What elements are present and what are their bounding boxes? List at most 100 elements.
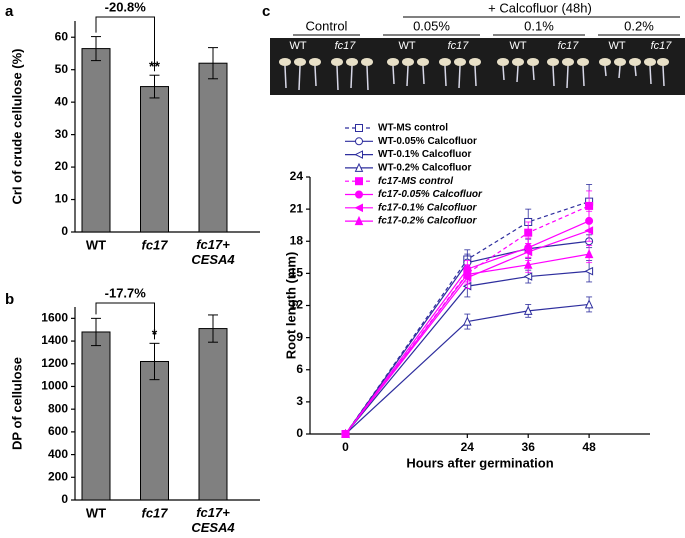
bar (81, 331, 111, 501)
y-tick-label: 18 (290, 233, 304, 247)
legend-label: WT-0.2% Calcofluor (378, 163, 471, 174)
y-tick-label: 0 (61, 224, 68, 238)
y-tick-label: 20 (55, 159, 69, 173)
marker (584, 266, 594, 276)
y-tick-label: 21 (290, 201, 304, 215)
y-tick-label: 0 (296, 426, 303, 440)
y-tick-label: 200 (48, 469, 68, 483)
panel-label: a (5, 3, 14, 20)
y-tick-label: 60 (55, 29, 69, 43)
x-tick-label: WT (86, 505, 106, 520)
y-tick-label: 1400 (41, 333, 68, 347)
bar (81, 48, 111, 233)
y-tick-label: 400 (48, 447, 68, 461)
group-label: 0.2% (624, 18, 654, 33)
genotype-label: WT (289, 40, 306, 52)
y-tick-label: 30 (55, 127, 69, 141)
genotype-label: fc17 (448, 40, 470, 52)
bar (140, 360, 169, 501)
group-label: 0.05% (413, 18, 450, 33)
bracket (95, 16, 155, 72)
panel-label: c (262, 3, 270, 20)
series-line (345, 253, 590, 435)
seedling-photo (270, 38, 685, 95)
legend-marker (355, 190, 363, 199)
y-tick-label: 3 (296, 394, 303, 408)
marker (523, 272, 533, 281)
panel-label: b (5, 291, 14, 308)
marker (584, 299, 594, 309)
marker (341, 428, 350, 438)
y-tick-label: 6 (296, 362, 303, 376)
seedlings (279, 58, 669, 66)
marker (584, 226, 594, 235)
bracket-label: -20.8% (105, 0, 147, 14)
x-tick-label: fc17+ CESA4 (191, 237, 235, 267)
y-tick-label: 1600 (41, 311, 68, 325)
y-tick-label: 40 (55, 94, 69, 108)
y-axis-label: Root length (mm) (283, 252, 298, 360)
group-label: Control (306, 18, 348, 33)
y-tick-label: 12 (290, 298, 304, 312)
x-tick-label: 48 (582, 440, 596, 454)
marker (463, 269, 472, 279)
legend-marker (354, 162, 364, 172)
y-tick-label: 50 (55, 62, 69, 76)
bracket (95, 302, 155, 340)
group-label: 0.1% (524, 18, 554, 33)
legend-label: fc17-0.1% Calcofluor (378, 202, 477, 213)
y-tick-label: 600 (48, 424, 68, 438)
genotype-label: fc17 (651, 40, 673, 52)
x-tick-label: 36 (522, 440, 536, 454)
x-tick-label: 0 (342, 440, 349, 454)
roots (284, 65, 665, 91)
photo-header: + Calcofluor (48h) (488, 0, 592, 15)
x-tick-label: WT (86, 237, 106, 252)
series-line (345, 240, 590, 435)
series-line (345, 220, 590, 435)
y-tick-label: 9 (296, 330, 303, 344)
y-tick-label: 24 (290, 169, 304, 183)
legend-label: WT-0.1% Calcofluor (378, 149, 471, 160)
y-tick-label: 10 (55, 192, 69, 206)
y-tick-label: 15 (290, 266, 304, 280)
marker (523, 247, 533, 257)
y-axis-label: DP of cellulose (9, 357, 24, 450)
legend-label: fc17-0.05% Calcofluor (378, 189, 483, 200)
marker (585, 201, 594, 210)
series-line (345, 270, 590, 435)
x-tick-label: fc17 (141, 505, 168, 520)
y-tick-label: 1200 (41, 356, 68, 370)
x-axis-label: Hours after germination (406, 455, 553, 470)
y-tick-label: 0 (61, 492, 68, 506)
legend-label: WT-0.05% Calcofluor (378, 136, 477, 147)
marker (524, 228, 533, 237)
genotype-label: WT (608, 40, 625, 52)
legend-marker (355, 137, 363, 146)
bracket-label: -17.7% (105, 285, 147, 300)
genotype-label: fc17 (558, 40, 580, 52)
series-line (345, 303, 590, 435)
y-tick-label: 800 (48, 401, 68, 415)
genotype-label: fc17 (335, 40, 357, 52)
series-line (345, 229, 590, 435)
legend-marker (354, 215, 364, 226)
x-tick-label: fc17 (141, 237, 168, 252)
series-line (345, 201, 590, 435)
legend-label: fc17-0.2% Calcofluor (378, 216, 477, 227)
bar (198, 328, 228, 501)
legend-label: WT-MS control (378, 123, 448, 134)
significance-label: ** (149, 58, 160, 74)
genotype-label: WT (509, 40, 526, 52)
significance-label: * (152, 326, 158, 342)
legend-label: fc17-MS control (378, 176, 453, 187)
y-axis-label: CrI of crude cellulose (%) (9, 48, 24, 204)
legend-marker (354, 150, 363, 159)
marker (463, 316, 472, 326)
genotype-label: WT (398, 40, 415, 52)
y-tick-label: 1000 (41, 379, 68, 393)
marker (584, 248, 594, 259)
legend-marker (355, 177, 363, 186)
x-tick-label: fc17+ CESA4 (191, 505, 235, 535)
